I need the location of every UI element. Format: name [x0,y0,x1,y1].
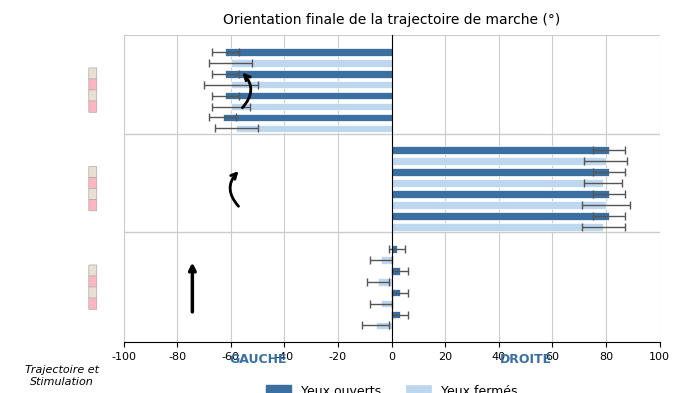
FancyBboxPatch shape [89,189,97,200]
Bar [381,256,392,264]
FancyBboxPatch shape [89,287,97,298]
Bar [225,70,392,77]
Bar [231,59,392,66]
Bar [231,103,392,110]
FancyBboxPatch shape [89,199,97,211]
Bar [392,201,606,209]
FancyBboxPatch shape [89,101,97,112]
Bar [392,168,609,176]
Bar [379,278,392,286]
Text: DROITE: DROITE [499,353,552,366]
Bar [381,300,392,307]
FancyBboxPatch shape [89,298,97,309]
Text: GAUCHE: GAUCHE [229,353,286,366]
Bar [223,114,392,121]
Bar [392,179,603,187]
Bar [231,81,392,88]
FancyBboxPatch shape [89,276,97,287]
FancyBboxPatch shape [89,166,97,178]
FancyBboxPatch shape [89,68,97,79]
Bar [225,92,392,99]
Bar [392,190,609,198]
Text: Trajectoire et
Stimulation: Trajectoire et Stimulation [25,365,99,387]
Bar [392,212,609,220]
Legend: Yeux ouverts, Yeux fermés: Yeux ouverts, Yeux fermés [261,380,522,393]
Bar [376,321,392,329]
Bar [225,48,392,56]
Title: Orientation finale de la trajectoire de marche (°): Orientation finale de la trajectoire de … [223,13,560,27]
Bar [392,267,400,275]
Bar [392,245,397,253]
Bar [392,289,400,296]
Bar [392,158,606,165]
FancyBboxPatch shape [89,90,97,101]
FancyBboxPatch shape [89,79,97,90]
FancyBboxPatch shape [89,265,97,276]
Bar [236,125,392,132]
Bar [392,311,400,318]
Bar [392,147,609,154]
FancyBboxPatch shape [89,177,97,189]
Bar [392,223,603,231]
